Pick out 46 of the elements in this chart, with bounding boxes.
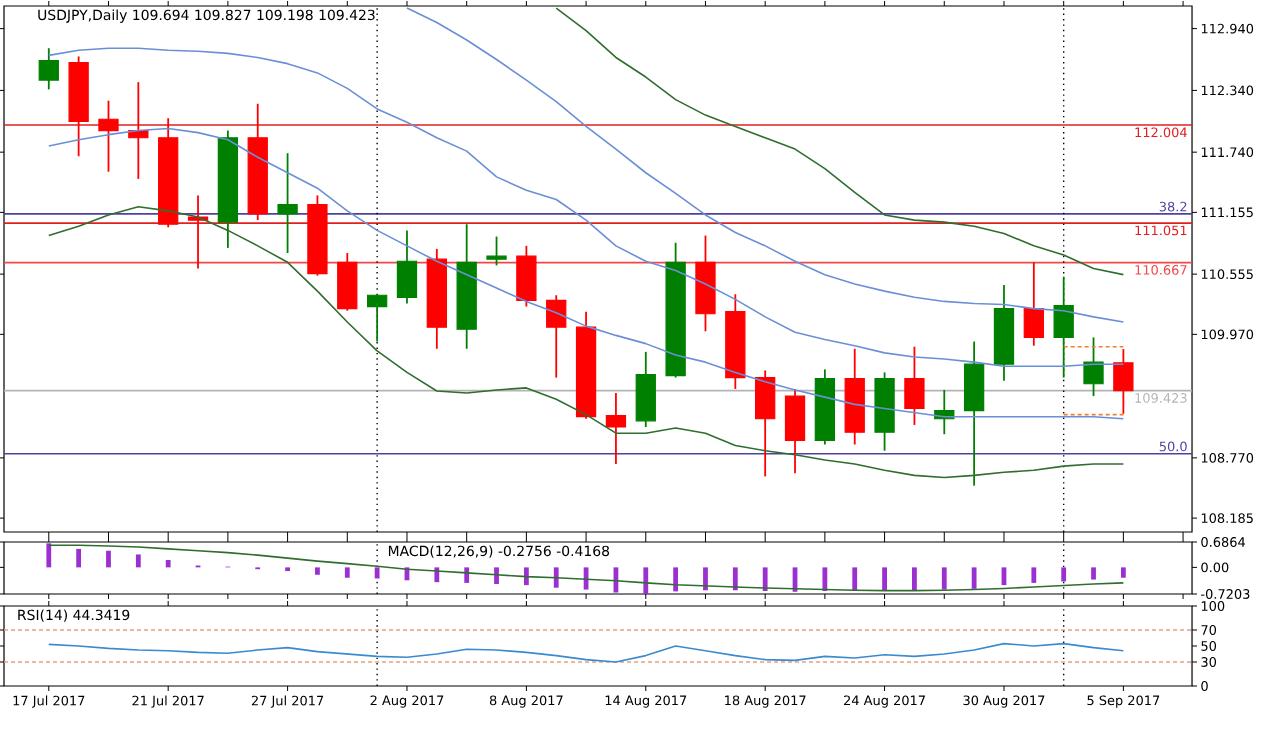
candlestick <box>1023 261 1044 347</box>
candlestick <box>516 244 537 308</box>
candlestick <box>486 235 507 267</box>
candlestick <box>38 47 59 91</box>
bar <box>703 567 708 591</box>
bar <box>971 567 977 589</box>
candlestick <box>605 392 627 465</box>
bar <box>553 567 559 588</box>
bar <box>165 559 171 568</box>
bar <box>1061 567 1067 582</box>
bar <box>912 567 917 591</box>
line-series <box>555 7 1125 276</box>
candlestick <box>1053 275 1074 379</box>
bar <box>1031 567 1037 583</box>
bar <box>374 567 380 579</box>
bar <box>76 548 82 568</box>
line-series <box>47 205 1125 479</box>
candlestick <box>963 340 985 487</box>
candlestick <box>277 152 298 254</box>
bar <box>1120 567 1126 578</box>
bar <box>762 567 768 592</box>
candlestick <box>546 294 567 379</box>
bar <box>315 567 320 575</box>
candlestick <box>904 345 925 426</box>
candlestick <box>784 388 806 475</box>
bar <box>822 567 828 592</box>
bar <box>732 567 738 591</box>
bar <box>344 567 350 578</box>
candlestick <box>755 369 776 478</box>
candlestick <box>1113 348 1134 415</box>
candlestick <box>366 294 388 343</box>
bar <box>135 554 141 568</box>
candlestick <box>1083 336 1104 398</box>
bar <box>523 567 529 586</box>
candlestick <box>635 350 656 428</box>
bar <box>1091 567 1096 580</box>
bar <box>852 567 858 592</box>
bar <box>46 543 52 568</box>
bar <box>882 567 887 591</box>
candlestick <box>337 252 358 312</box>
bar <box>106 550 111 568</box>
bar <box>643 567 649 594</box>
bar <box>673 567 679 592</box>
candlestick <box>396 229 418 305</box>
bar <box>941 567 947 590</box>
candlestick <box>98 99 119 173</box>
